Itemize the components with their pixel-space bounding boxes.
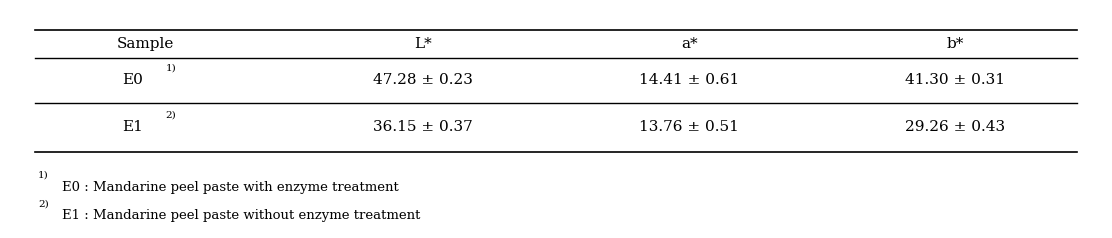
Text: 14.41 ± 0.61: 14.41 ± 0.61 xyxy=(639,73,739,87)
Text: 41.30 ± 0.31: 41.30 ± 0.31 xyxy=(905,73,1005,87)
Text: 2): 2) xyxy=(166,111,177,120)
Text: Sample: Sample xyxy=(117,37,175,51)
Text: 2): 2) xyxy=(38,199,49,208)
Text: E0 : Mandarine peel paste with enzyme treatment: E0 : Mandarine peel paste with enzyme tr… xyxy=(62,181,399,194)
Text: E0: E0 xyxy=(122,73,142,87)
Text: 1): 1) xyxy=(166,64,177,73)
Text: a*: a* xyxy=(681,37,697,51)
Text: L*: L* xyxy=(414,37,431,51)
Text: 29.26 ± 0.43: 29.26 ± 0.43 xyxy=(905,120,1005,134)
Text: E1: E1 xyxy=(122,120,142,134)
Text: 1): 1) xyxy=(38,171,49,180)
Text: b*: b* xyxy=(946,37,964,51)
Text: E1 : Mandarine peel paste without enzyme treatment: E1 : Mandarine peel paste without enzyme… xyxy=(62,209,420,222)
Text: 47.28 ± 0.23: 47.28 ± 0.23 xyxy=(373,73,473,87)
Text: 13.76 ± 0.51: 13.76 ± 0.51 xyxy=(639,120,739,134)
Text: 36.15 ± 0.37: 36.15 ± 0.37 xyxy=(373,120,473,134)
